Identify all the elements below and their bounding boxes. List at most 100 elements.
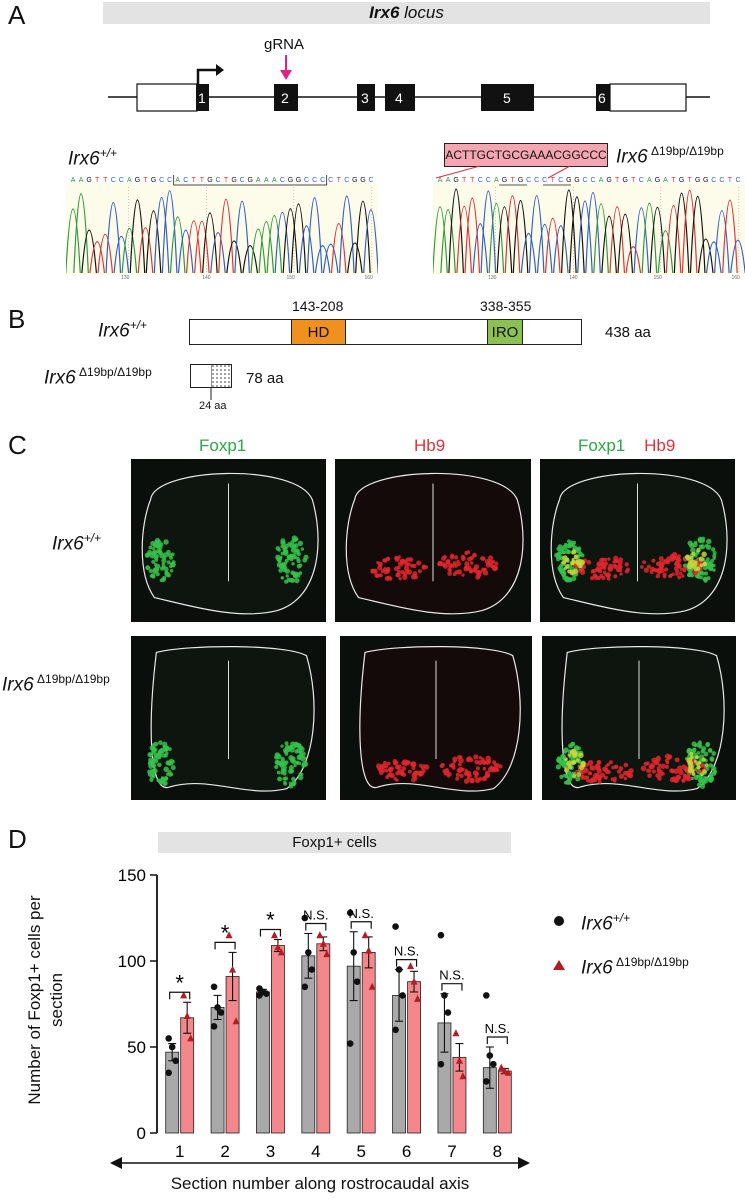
cell-signal (623, 762, 629, 768)
trace-peak (544, 218, 561, 274)
cell-signal (589, 576, 595, 581)
cell-signal (596, 759, 602, 765)
cell-signal (588, 771, 592, 776)
cell-signal (416, 560, 422, 566)
cell-signal (461, 767, 465, 772)
base-call: G (86, 177, 91, 184)
trace-peak (657, 230, 674, 274)
data-point-mut (319, 939, 327, 947)
cell-signal (168, 773, 173, 777)
cell-signal (410, 761, 416, 767)
cell-signal (600, 561, 606, 568)
cell-signal (161, 557, 167, 564)
trace-peak (593, 203, 609, 274)
cell-signal (148, 545, 153, 550)
micrograph-wt-merge (540, 459, 735, 622)
cell-signal (485, 760, 491, 765)
base-call: G (360, 177, 365, 184)
micrograph-mut-foxp1 (131, 636, 326, 800)
section-outline (359, 646, 521, 792)
cell-signal (706, 538, 712, 545)
cell-signal (555, 764, 561, 770)
cell-signal (706, 565, 711, 570)
trace-peak (137, 227, 154, 274)
legend-mut-genotype: Δ19bp/Δ19bp (612, 955, 689, 969)
merge-foxp1: Foxp1 (578, 436, 626, 455)
trace-peak (528, 195, 545, 274)
merge-hb9: Hb9 (644, 436, 676, 455)
cell-signal (640, 765, 647, 772)
protein-mut-genotype: Δ19bp/Δ19bp (75, 365, 152, 379)
cell-signal (579, 569, 586, 575)
cell-signal (402, 574, 408, 580)
base-call: A (663, 177, 668, 184)
cell-signal (452, 561, 457, 566)
cell-signal (291, 782, 296, 787)
trace-peak (347, 242, 363, 274)
cell-signal (372, 568, 378, 574)
cell-signal (381, 763, 385, 768)
base-call: C (582, 177, 587, 184)
cell-signal (571, 559, 576, 564)
cell-signal (296, 563, 302, 569)
cell-signal (640, 565, 644, 569)
foxp1-bar-chart: 0 50 100 150 1 * 2 * 3 * 4 N.S. 5 N.S. 6 N.S. 7 N.S. 8 N.S. (118, 866, 512, 1160)
trace-peak (169, 216, 186, 274)
data-point-wt (256, 992, 263, 999)
cell-signal (162, 780, 167, 785)
cell-signal (678, 769, 684, 776)
bar (256, 991, 270, 1134)
cell-signal (440, 762, 445, 768)
x-tick-label: 7 (447, 1142, 456, 1160)
trace-peak (81, 229, 97, 274)
data-point-wt (214, 1004, 221, 1011)
cell-signal (688, 760, 694, 767)
exon-1-label: 1 (198, 90, 206, 106)
cell-signal (710, 547, 716, 552)
cell-signal (680, 574, 685, 578)
cell-signal (645, 761, 650, 766)
cell-signal (651, 757, 657, 764)
cell-signal (151, 559, 156, 564)
base-call: C (368, 177, 373, 184)
data-point-wt (392, 923, 399, 930)
cell-signal (163, 539, 169, 545)
cell-signal (569, 540, 574, 545)
legend-wt-marker (554, 916, 564, 926)
cell-signal (151, 547, 156, 551)
cell-signal (572, 753, 578, 758)
cell-signal (464, 550, 469, 556)
chromatogram-tick: 130 (121, 275, 130, 281)
cell-signal (169, 569, 174, 573)
data-point-wt (210, 983, 218, 991)
cell-signal (393, 566, 399, 572)
cell-signal (681, 778, 686, 783)
cell-signal (682, 773, 687, 778)
cell-signal (164, 776, 169, 781)
x-tick-label: 8 (493, 1142, 502, 1160)
cell-signal (376, 763, 382, 769)
data-point-mut (270, 931, 278, 939)
base-call: C (111, 177, 116, 184)
cell-signal (456, 768, 461, 773)
cell-signal (166, 772, 170, 776)
protein-wt-gene: Irx6 (98, 320, 130, 342)
base-call: A (446, 177, 451, 184)
mut-frame-label: 24 aa (199, 400, 227, 412)
cell-signal (284, 568, 290, 574)
base-call: C (312, 177, 317, 184)
data-point-wt (301, 983, 309, 991)
y-tick-label: 100 (118, 952, 146, 971)
cell-signal (606, 762, 611, 767)
data-point-mut (361, 931, 369, 939)
cell-signal (455, 776, 460, 781)
cell-signal (465, 757, 471, 763)
cell-signal (572, 545, 578, 551)
cell-signal (576, 758, 580, 762)
cell-signal (664, 764, 669, 769)
cell-signal (280, 744, 284, 748)
cell-signal (674, 560, 681, 566)
cell-signal (295, 761, 299, 765)
data-point-mut (180, 991, 188, 999)
base-call: G (623, 177, 628, 184)
